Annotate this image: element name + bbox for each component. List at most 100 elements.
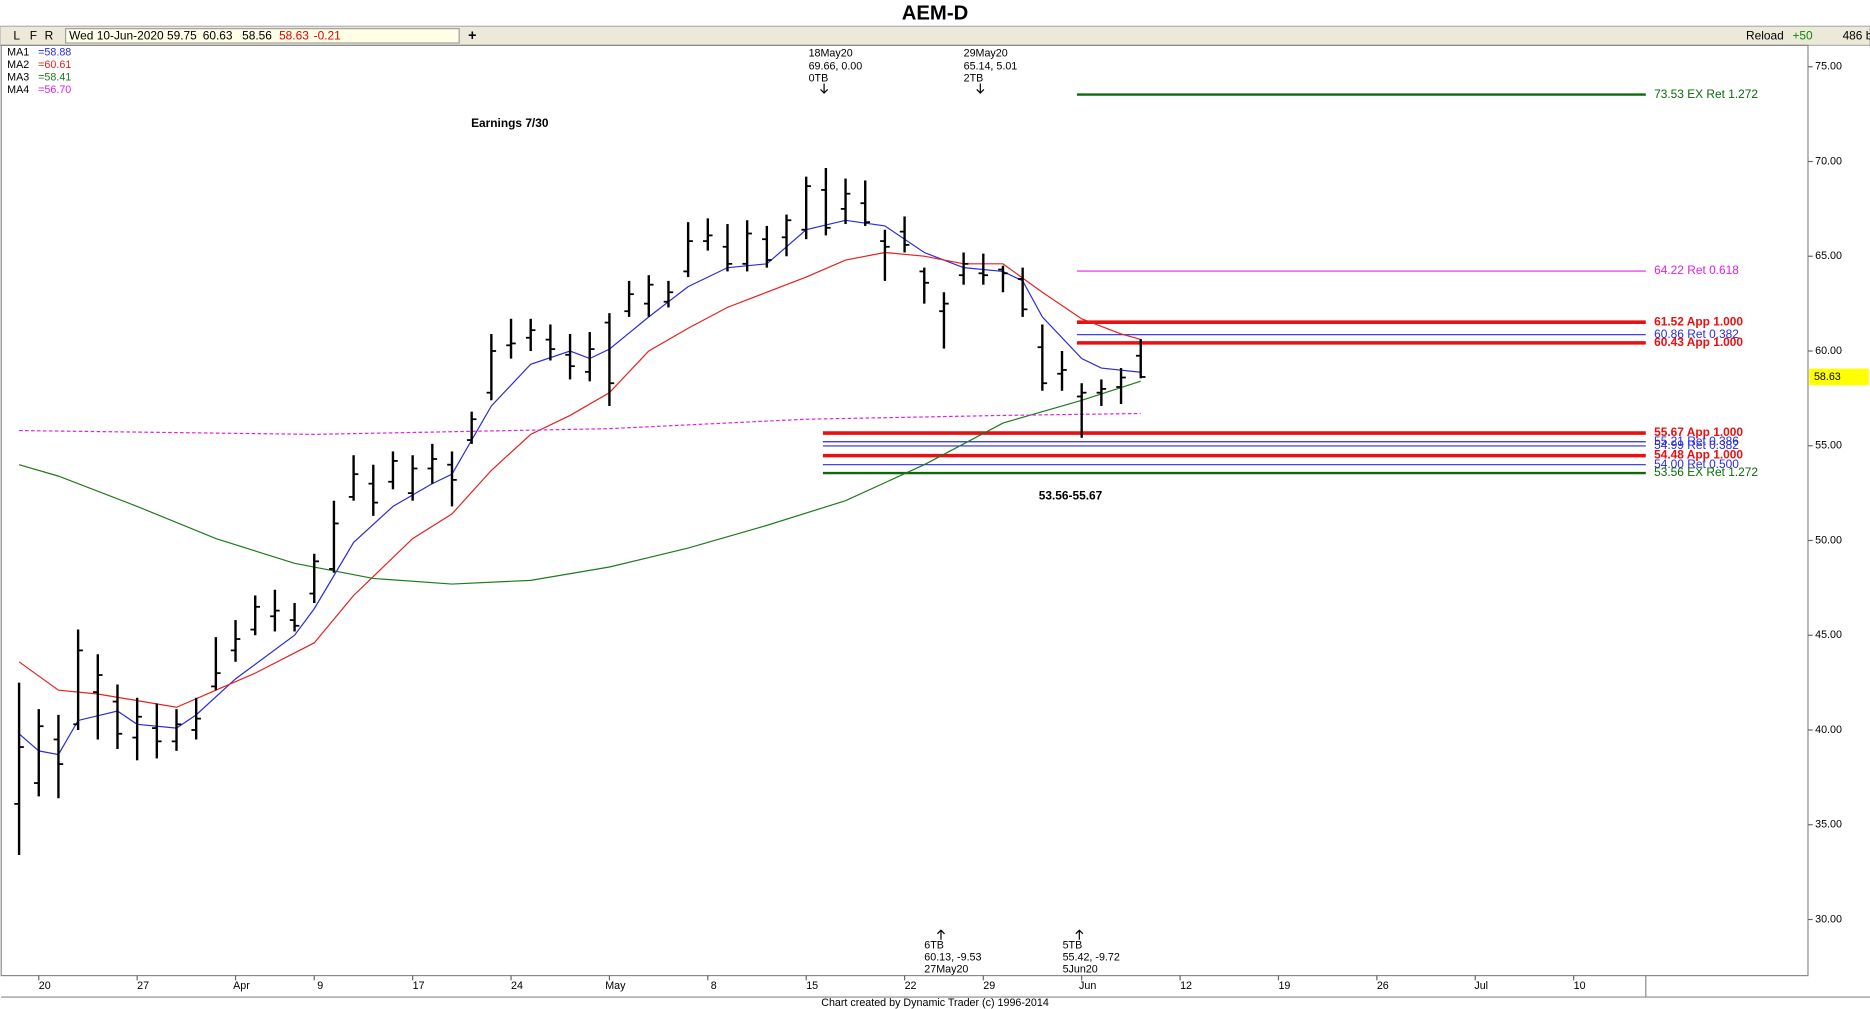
pivot-text: 5TB: [1063, 940, 1083, 952]
level-label: 61.52 App 1.000: [1654, 314, 1743, 328]
x-tick-label: Jul: [1474, 980, 1488, 992]
price-bar: [230, 620, 241, 662]
legend-value: =60.61: [38, 59, 71, 71]
y-tick-label: 75.00: [1815, 61, 1842, 73]
level-label: 53.56 EX Ret 1.272: [1654, 465, 1758, 479]
price-bar: [309, 553, 320, 604]
price-bar: [1116, 368, 1126, 405]
price-bar: [939, 292, 949, 349]
y-tick-label: 65.00: [1815, 250, 1842, 262]
price-bar: [1096, 379, 1107, 406]
pivot: 5TB 55.42, -9.72 5Jun20: [1063, 929, 1120, 975]
price-bar: [447, 451, 457, 507]
price-bar: [604, 313, 615, 406]
level-label: 54.48 App 1.000: [1654, 448, 1743, 462]
price-bar: [762, 225, 772, 268]
price-bar: [1135, 339, 1146, 379]
price-bar: [742, 220, 752, 272]
level-label: 54.99 Ret 0.382: [1654, 438, 1739, 452]
level-label: 55.67 App 1.000: [1654, 425, 1743, 439]
level-label: 64.22 Ret 0.618: [1654, 263, 1739, 277]
quote-high: 60.63: [203, 29, 233, 43]
toolbar-button[interactable]: F: [30, 29, 37, 43]
pivot-arrow: [820, 83, 829, 94]
level-label: 60.43 App 1.000: [1654, 335, 1743, 349]
x-tick-label: 20: [39, 980, 51, 992]
price-bar: [1076, 383, 1087, 438]
price-bar: [506, 318, 516, 359]
price-bar: [191, 697, 201, 740]
legend-value: =56.70: [38, 84, 71, 96]
annotation: 53.56-55.67: [1039, 488, 1103, 502]
price-bar: [781, 214, 792, 257]
price-bar: [73, 629, 83, 730]
y-tick-label: 50.00: [1815, 534, 1842, 546]
price-bar: [270, 589, 280, 632]
x-tick-label: 8: [711, 980, 717, 992]
x-tick-label: 24: [511, 980, 523, 992]
price-bar: [33, 709, 44, 797]
price-bar: [93, 654, 103, 740]
price-bar: [53, 714, 64, 799]
quote-close: 58.63: [279, 29, 309, 43]
x-tick-label: Jun: [1079, 980, 1096, 992]
quote-low: 58.56: [242, 29, 272, 43]
price-bar: [427, 443, 438, 484]
step-button[interactable]: +50: [1792, 29, 1813, 43]
pivot-arrow: [936, 929, 945, 940]
legend-value: =58.41: [38, 72, 71, 84]
y-tick-label: 40.00: [1815, 724, 1842, 736]
price-bar: [152, 703, 162, 759]
price-bar: [998, 265, 1008, 293]
y-tick-label: 70.00: [1815, 155, 1842, 167]
price-bar: [348, 455, 359, 501]
level-label: 73.53 EX Ret 1.272: [1654, 87, 1758, 101]
moving-average: [18, 380, 1141, 585]
pivot: 6TB 60.13, -9.53 27May20: [924, 929, 982, 975]
add-button[interactable]: +: [468, 28, 476, 44]
price-bar: [1057, 351, 1067, 391]
y-tick-label: 30.00: [1815, 913, 1842, 925]
x-tick-label: 27: [137, 980, 149, 992]
price-bar: [722, 224, 733, 272]
reload-button[interactable]: Reload: [1746, 29, 1784, 43]
toolbar-button[interactable]: R: [45, 29, 54, 43]
price-bar: [486, 333, 497, 401]
price-bar: [821, 167, 831, 236]
level-label: 60.86 Ret 0.382: [1654, 327, 1739, 341]
legend-name: MA2: [7, 59, 29, 71]
price-bar: [703, 218, 713, 251]
level-label: 54.00 Ret 0.500: [1654, 457, 1739, 471]
price-bar: [171, 709, 182, 751]
price-bar: [329, 500, 339, 573]
price-bar: [545, 324, 556, 361]
pivot: 29May20 65.14, 5.01 2TB: [964, 48, 1017, 94]
bar-count: 486 bars: [1843, 29, 1870, 43]
price-bar: [644, 275, 654, 317]
footer: Chart created by Dynamic Trader (c) 1996…: [821, 997, 1049, 1009]
pivot-text: 55.42, -9.72: [1063, 952, 1120, 964]
price-bar: [801, 176, 811, 240]
price-bar: [683, 222, 693, 278]
chart-title: AEM-D: [902, 3, 968, 25]
price-bar: [112, 684, 123, 749]
price-bar: [919, 267, 930, 304]
y-tick-label: 60.00: [1815, 345, 1842, 357]
price-bar: [132, 697, 142, 761]
x-tick-label: Apr: [233, 980, 250, 992]
toolbar-button[interactable]: L: [13, 29, 20, 43]
legend-name: MA1: [7, 46, 29, 58]
price-tag-label: 58.63: [1814, 371, 1841, 383]
price-bar: [525, 318, 536, 352]
price-bar: [289, 603, 300, 632]
price-bar: [565, 333, 575, 380]
x-tick-label: 19: [1278, 980, 1290, 992]
x-tick-label: 29: [983, 980, 995, 992]
annotation: Earnings 7/30: [471, 116, 549, 130]
price-bar: [840, 178, 851, 225]
pivot-text: 69.66, 0.00: [809, 61, 863, 73]
price-bar: [388, 451, 398, 490]
legend-name: MA3: [7, 72, 29, 84]
pivot-arrow: [1075, 929, 1084, 940]
